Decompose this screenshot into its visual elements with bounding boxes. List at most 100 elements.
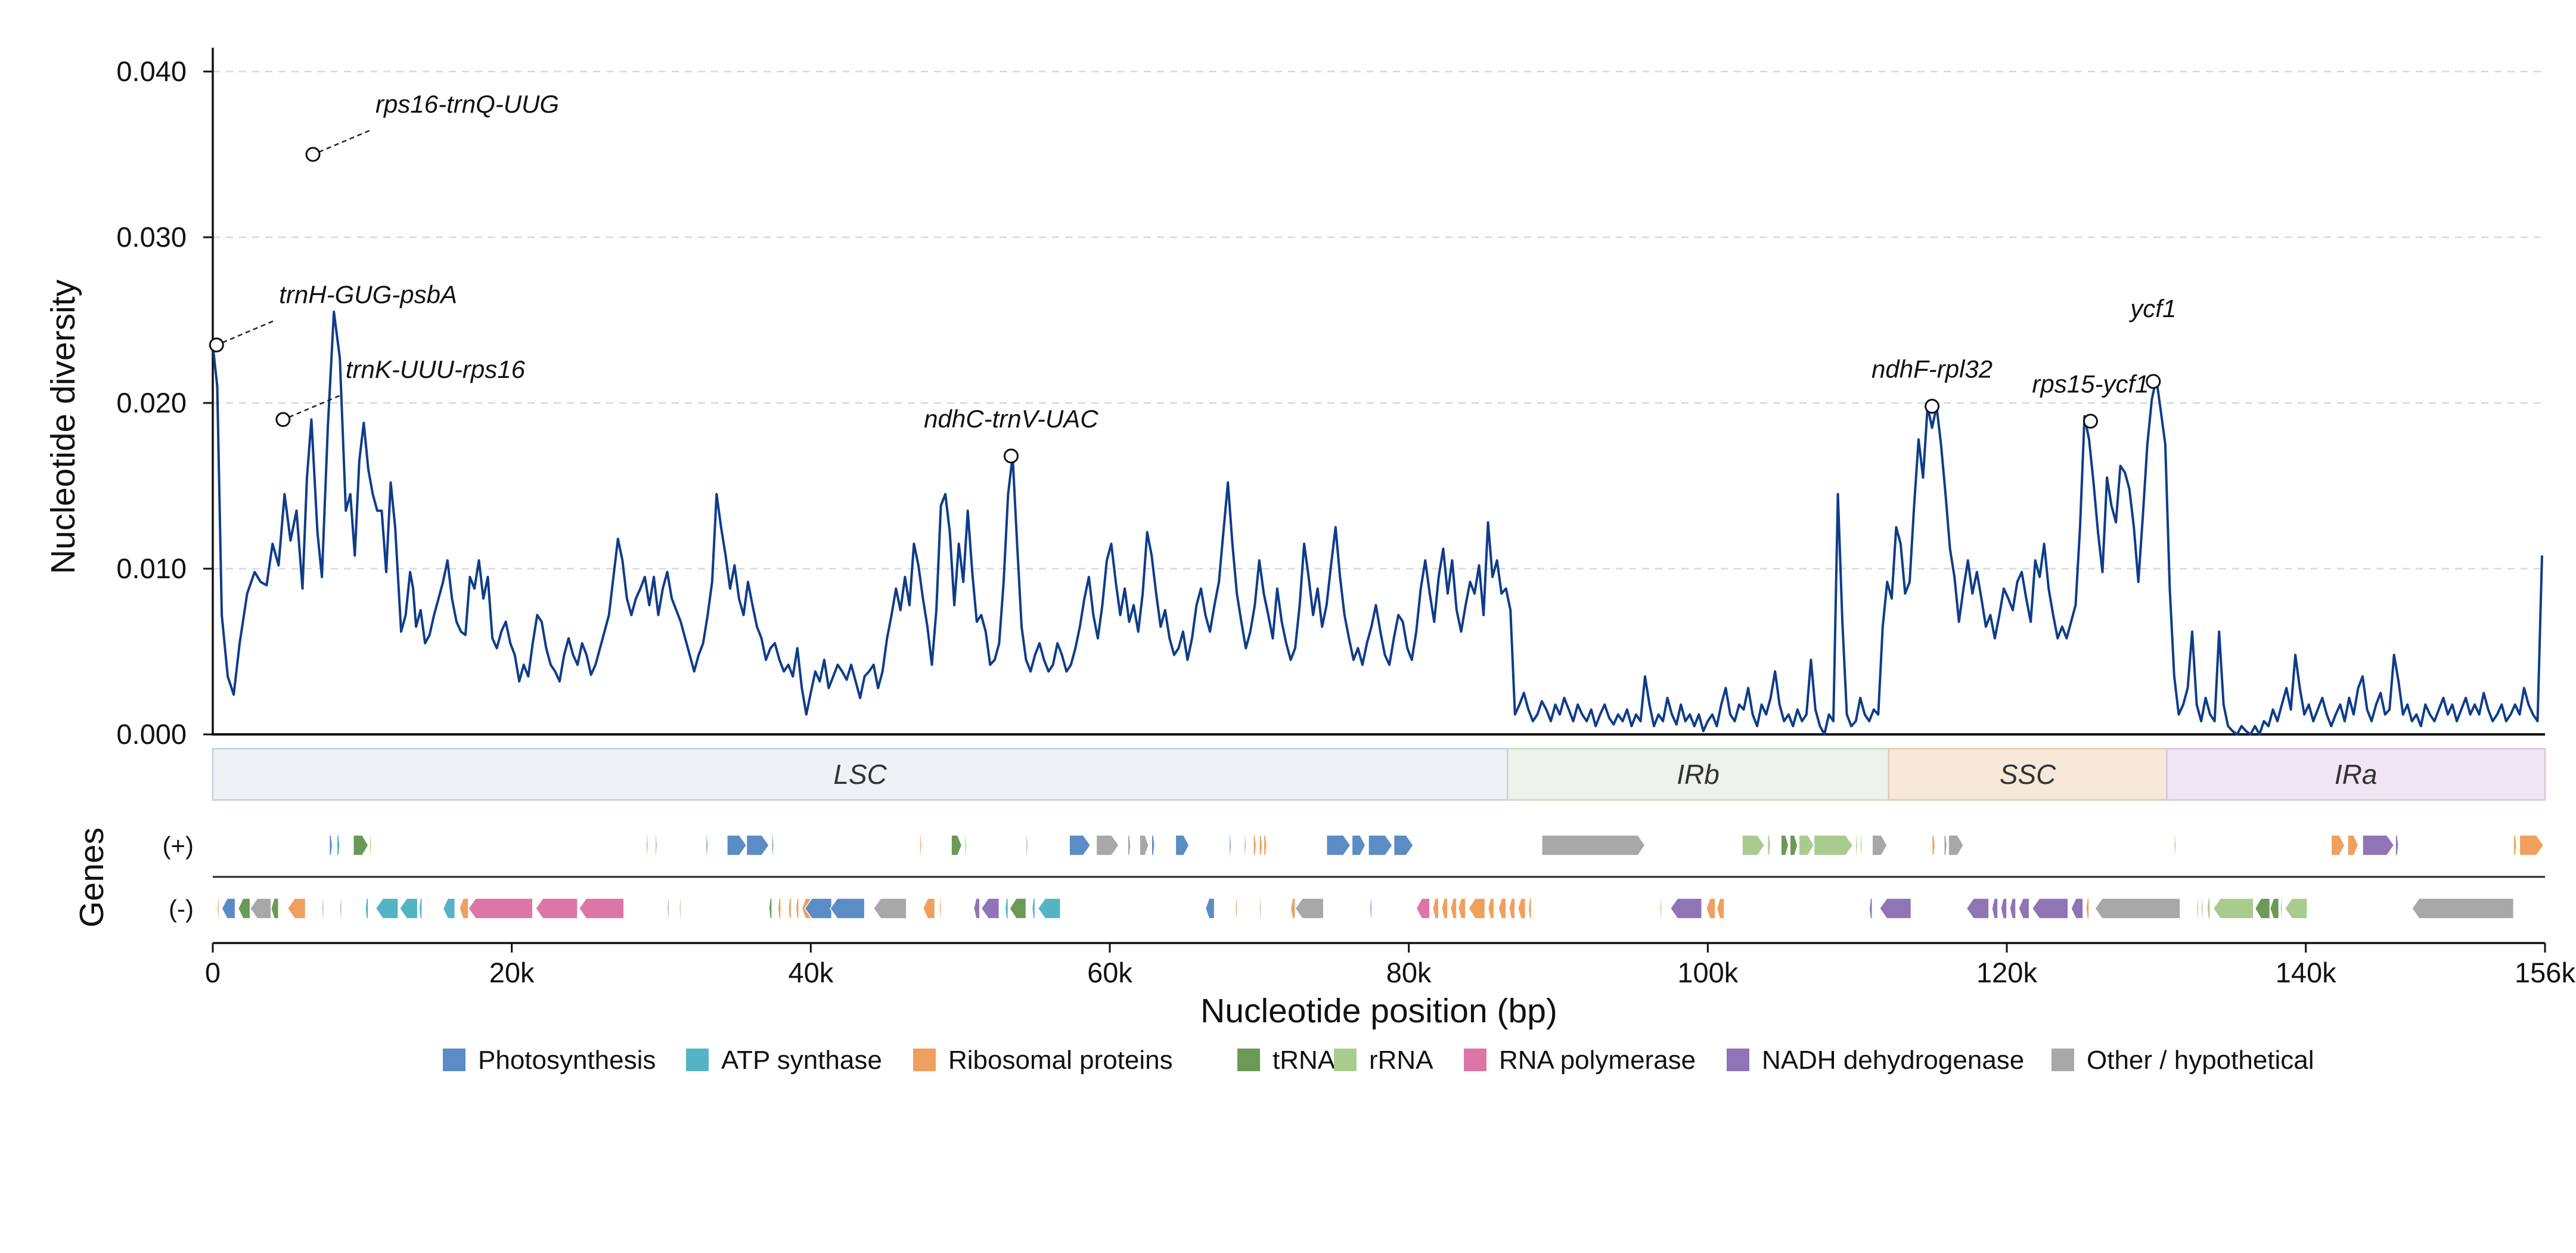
- x-tick-label: 20k: [489, 957, 535, 988]
- gene-arrow-atp: [442, 898, 456, 919]
- gene-arrow-nadh: [1669, 898, 1703, 919]
- peak-annotations: rps16-trnQ-UUG trnH-GUG-psbA trnK-UUU-rps1…: [209, 90, 2176, 464]
- gene-arrow-trna: [1009, 898, 1027, 919]
- gene-arrow-other: [2411, 898, 2515, 919]
- gene-arrow-other: [339, 898, 342, 919]
- annotation-label: rps15-ycf1: [2032, 370, 2149, 398]
- gene-arrow-ribo: [459, 898, 469, 919]
- gene-arrow-photo: [1393, 835, 1414, 856]
- gene-arrow-atp: [375, 898, 399, 919]
- gene-arrow-ribo: [2519, 835, 2544, 856]
- gene-arrow-ribo: [1253, 835, 1257, 856]
- gene-arrow-rrna: [2280, 898, 2283, 919]
- x-axis-title: Nucleotide position (bp): [1200, 992, 1557, 1030]
- y-axis-title: Nucleotide diversity: [44, 279, 82, 574]
- legend-swatch-rnap: [1464, 1049, 1486, 1071]
- gene-arrow-trna: [2269, 898, 2280, 919]
- peak-marker: [305, 147, 321, 162]
- gene-arrow-atp: [1031, 898, 1036, 919]
- axes: 0.000 0.010 0.020 0.030 0.040 Nucleotide dive…: [44, 48, 2545, 750]
- gene-arrow-other: [321, 898, 324, 919]
- gene-arrow-photo: [1175, 835, 1190, 856]
- strand-label-plus: (+): [163, 832, 194, 860]
- gene-arrow-ribo: [1508, 898, 1516, 919]
- x-tick-label: 0: [205, 957, 221, 988]
- x-tick-label: 80k: [1386, 957, 1432, 988]
- gene-arrow-photo: [1351, 835, 1366, 856]
- gene-arrow-ribo: [2513, 835, 2518, 856]
- gene-arrow-ribo: [2330, 835, 2345, 856]
- gene-arrow-trna: [2254, 898, 2271, 919]
- gene-arrow-photo: [1369, 898, 1373, 919]
- gene-arrow-atp: [399, 898, 418, 919]
- annotation-label: ndhC-trnV-UAC: [924, 405, 1098, 433]
- gene-arrow-rrna: [1798, 835, 1815, 856]
- gene-arrow-other: [1541, 835, 1646, 856]
- gene-arrow-photo: [1326, 835, 1351, 856]
- gene-arrow-rrna: [2206, 898, 2211, 919]
- gene-arrow-ribo: [645, 835, 649, 856]
- gene-arrow-nadh: [1991, 898, 1998, 919]
- gene-arrow-other: [873, 898, 907, 919]
- gene-arrow-nadh: [2018, 898, 2030, 919]
- gene-arrow-atp: [365, 898, 369, 919]
- gene-arrow-nadh: [973, 898, 980, 919]
- y-tick-label: 0.020: [116, 387, 187, 418]
- gene-arrow-ribo: [1528, 898, 1532, 919]
- gene-arrow-rrna: [1659, 898, 1662, 919]
- gene-arrow-rnap: [535, 898, 578, 919]
- legend-swatch-rrna: [1334, 1049, 1357, 1071]
- gene-arrow-ribo: [1716, 898, 1725, 919]
- gene-arrow-ribo: [1450, 898, 1457, 919]
- region-label: SSC: [2000, 759, 2056, 790]
- annotation-label: ycf1: [2128, 294, 2176, 322]
- gene-arrow-rrna: [2284, 898, 2308, 919]
- gene-arrow-rnap: [468, 898, 533, 919]
- gene-arrow-rrna: [1742, 835, 1765, 856]
- peak-marker: [2146, 374, 2161, 389]
- x-tick-label: 140k: [2276, 957, 2336, 988]
- gene-arrow-photo: [328, 835, 333, 856]
- gene-arrow-ribo: [287, 898, 306, 919]
- legend-label-nadh: NADH dehydrogenase: [1762, 1046, 2024, 1075]
- peak-marker: [1925, 399, 1940, 414]
- gene-arrow-other: [1943, 835, 1948, 856]
- legend-label-rnap: RNA polymerase: [1499, 1046, 1696, 1075]
- gene-arrow-ribo: [1487, 898, 1495, 919]
- peak-marker: [275, 412, 291, 427]
- region-block-ira: [2166, 748, 2546, 801]
- gene-arrow-trna: [1780, 835, 1789, 856]
- legend: Photosynthesis ATP synthase Ribosomal prot…: [443, 1046, 2314, 1075]
- gene-arrow-ribo: [2347, 835, 2359, 856]
- gene-arrow-ribo: [787, 898, 792, 919]
- gene-arrow-rrna: [2174, 835, 2177, 856]
- gene-arrow-trna: [768, 898, 772, 919]
- gene-arrow-ribo: [919, 835, 923, 856]
- gene-arrow-atp: [336, 835, 340, 856]
- region-label: IRa: [2335, 759, 2378, 790]
- gene-arrow-rrna: [2196, 898, 2199, 919]
- gene-arrow-ribo: [2085, 898, 2090, 919]
- x-tick-label: 100k: [1677, 957, 1738, 988]
- legend-label-photo: Photosynthesis: [478, 1046, 656, 1075]
- y-tick-label: 0.030: [116, 221, 187, 253]
- gene-arrow-ribo: [1259, 835, 1263, 856]
- gene-arrow-ribo: [795, 898, 800, 919]
- legend-swatch-atp: [686, 1049, 709, 1071]
- region-block-lsc: [212, 748, 1509, 801]
- gene-arrow-photo: [727, 835, 747, 856]
- gene-arrow-photo: [1228, 835, 1232, 856]
- annotation-label: trnH-GUG-psbA: [279, 281, 457, 309]
- x-tick-label: 120k: [1976, 957, 2037, 988]
- gene-arrow-ribo: [1432, 898, 1439, 919]
- gene-arrow-ribo: [922, 898, 936, 919]
- gene-arrow-rrna: [2201, 898, 2203, 919]
- gene-arrow-rrna: [678, 898, 682, 919]
- gene-arrow-photo: [771, 835, 774, 856]
- region-label: LSC: [833, 759, 887, 790]
- legend-swatch-other: [2052, 1049, 2074, 1071]
- gene-arrow-ribo: [1263, 835, 1268, 856]
- gene-arrow-other: [1095, 835, 1119, 856]
- y-tick-label: 0.040: [116, 55, 187, 87]
